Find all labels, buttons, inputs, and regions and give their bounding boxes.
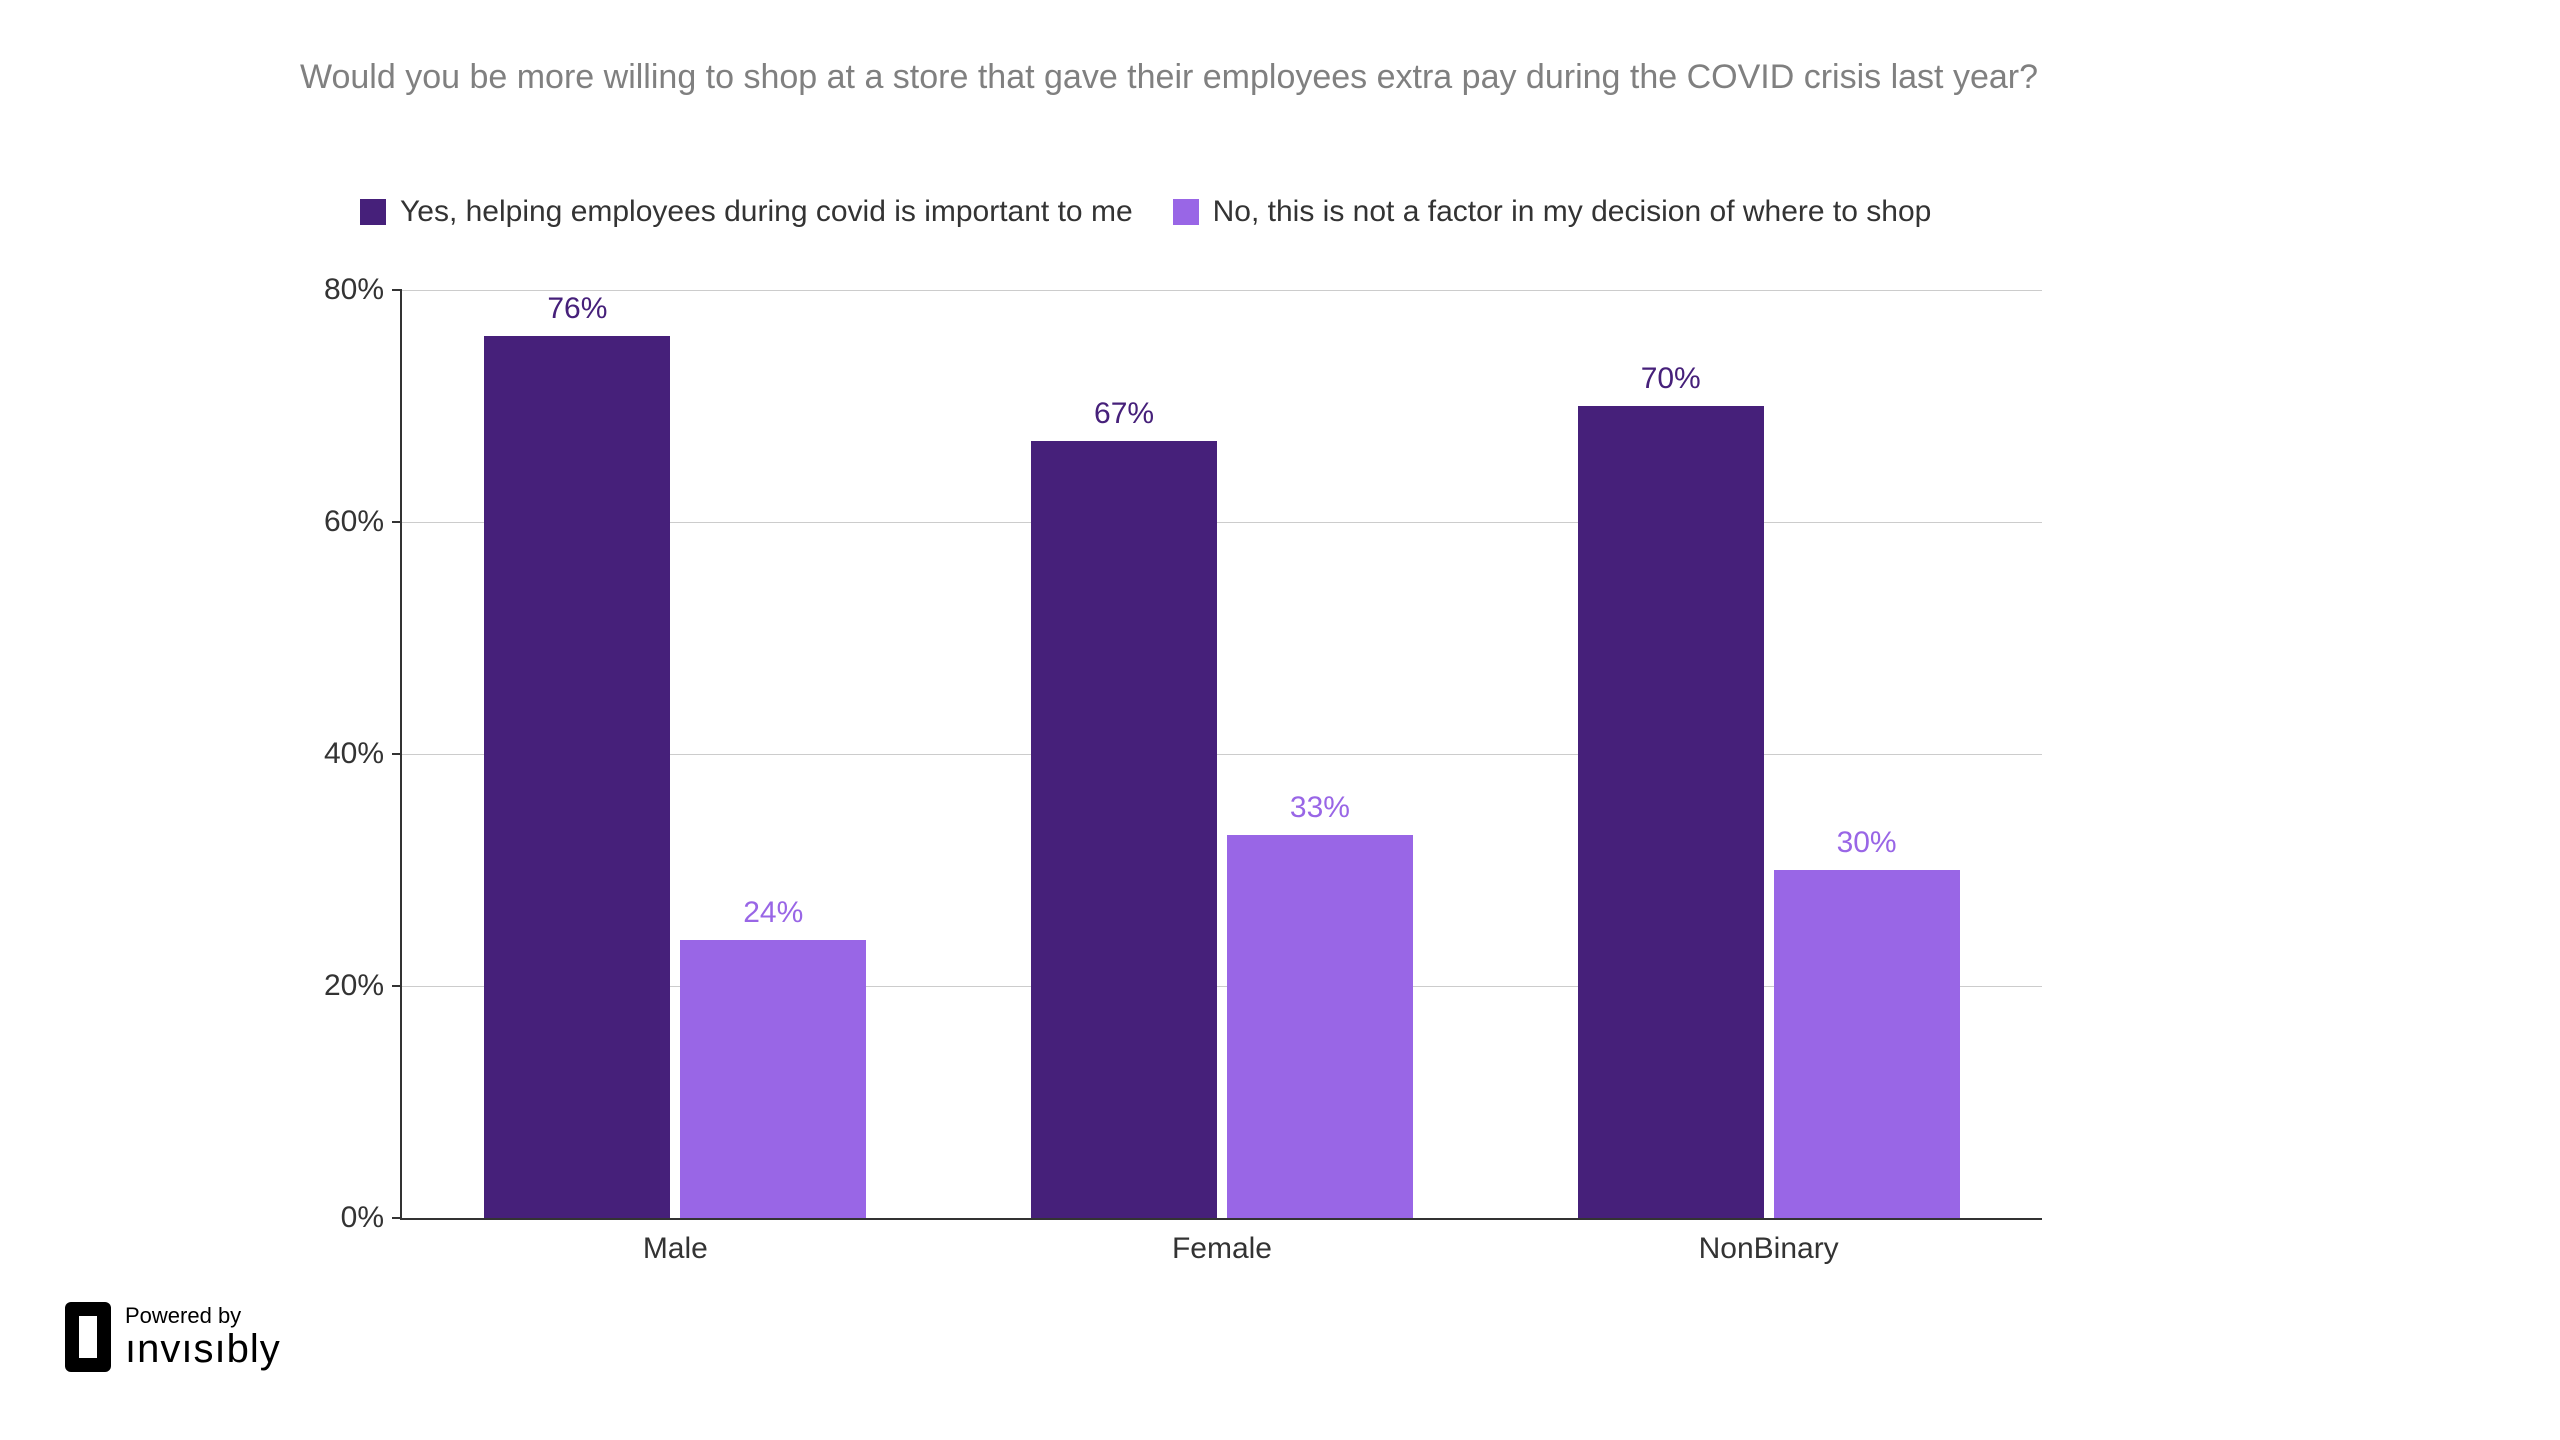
legend-swatch-no (1173, 199, 1199, 225)
bar: 30% (1774, 870, 1960, 1218)
bar: 76% (484, 336, 670, 1218)
chart-footer: Powered by ınvısıbly (65, 1302, 281, 1372)
y-tick-mark (392, 521, 402, 523)
powered-by-label: Powered by (125, 1305, 281, 1327)
bar-value-label: 30% (1774, 826, 1960, 870)
bar-value-label: 70% (1578, 362, 1764, 406)
legend-item-yes: Yes, helping employees during covid is i… (360, 195, 1133, 229)
y-tick-label: 60% (324, 505, 384, 539)
bar-value-label: 76% (484, 292, 670, 336)
legend-item-no: No, this is not a factor in my decision … (1173, 195, 1932, 229)
legend-swatch-yes (360, 199, 386, 225)
x-axis-label: Male (402, 1232, 949, 1266)
brand-name: ınvısıbly (125, 1329, 281, 1369)
x-axis-label: NonBinary (1495, 1232, 2042, 1266)
y-tick-mark (392, 753, 402, 755)
y-tick-label: 0% (341, 1201, 384, 1235)
bar-value-label: 67% (1031, 397, 1217, 441)
y-tick-mark (392, 1217, 402, 1219)
legend-label-no: No, this is not a factor in my decision … (1213, 195, 1932, 229)
chart-plot-area: 0%20%40%60%80%76%24%Male67%33%Female70%3… (400, 290, 2042, 1220)
y-tick-label: 20% (324, 969, 384, 1003)
bar-group: 67%33%Female (949, 290, 1496, 1218)
bar: 24% (680, 940, 866, 1218)
bar-group: 76%24%Male (402, 290, 949, 1218)
x-axis-label: Female (949, 1232, 1496, 1266)
y-tick-mark (392, 289, 402, 291)
bar: 33% (1227, 835, 1413, 1218)
chart-canvas: Would you be more willing to shop at a s… (0, 0, 2560, 1440)
y-tick-label: 80% (324, 273, 384, 307)
footer-text: Powered by ınvısıbly (125, 1305, 281, 1369)
legend-label-yes: Yes, helping employees during covid is i… (400, 195, 1133, 229)
bar: 70% (1578, 406, 1764, 1218)
bar-group: 70%30%NonBinary (1495, 290, 2042, 1218)
y-tick-mark (392, 985, 402, 987)
y-tick-label: 40% (324, 737, 384, 771)
chart-legend: Yes, helping employees during covid is i… (360, 195, 1931, 229)
invisibly-logo-icon (65, 1302, 111, 1372)
bar-value-label: 24% (680, 896, 866, 940)
bar-value-label: 33% (1227, 791, 1413, 835)
chart-title: Would you be more willing to shop at a s… (300, 55, 2100, 101)
bar: 67% (1031, 441, 1217, 1218)
